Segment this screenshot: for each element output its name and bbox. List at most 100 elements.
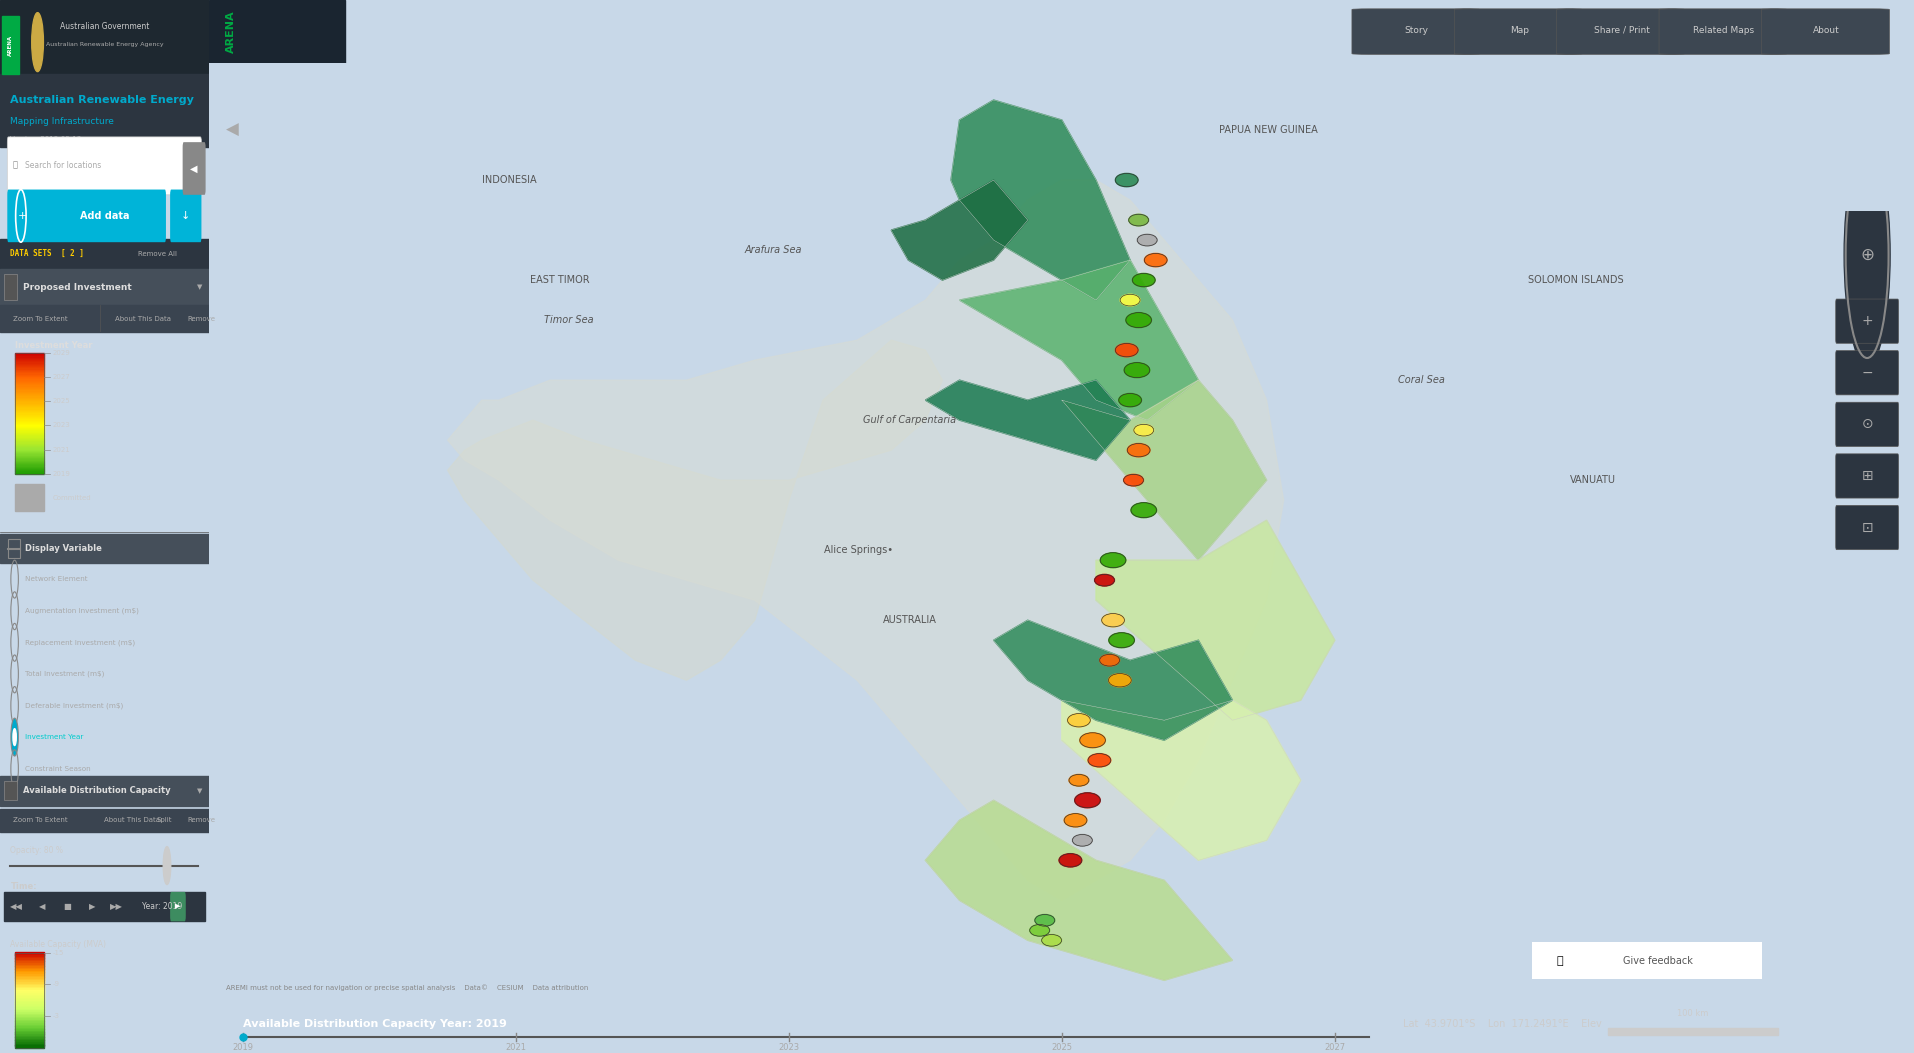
Text: INDONESIA: INDONESIA — [482, 175, 536, 185]
Bar — [15, 464, 44, 465]
Bar — [0, 239, 209, 269]
Circle shape — [1101, 553, 1125, 568]
Bar — [15, 1012, 44, 1015]
Bar — [0, 0, 209, 84]
Bar — [15, 974, 44, 977]
Bar — [15, 988, 44, 991]
Circle shape — [1114, 174, 1137, 186]
FancyBboxPatch shape — [1836, 299, 1897, 343]
Bar — [15, 448, 44, 449]
Text: 2023: 2023 — [777, 1044, 798, 1052]
Circle shape — [1101, 614, 1124, 627]
Bar — [15, 382, 44, 383]
Text: Related Maps: Related Maps — [1692, 26, 1753, 35]
Bar — [15, 396, 44, 398]
Bar — [15, 424, 44, 425]
Bar — [15, 1025, 44, 1028]
Bar — [15, 456, 44, 457]
Circle shape — [1131, 502, 1156, 518]
Text: Australian Renewable Energy Agency: Australian Renewable Energy Agency — [46, 42, 163, 46]
Bar — [15, 446, 44, 448]
Text: 2029: 2029 — [52, 350, 71, 356]
Bar — [15, 372, 44, 374]
Bar — [15, 389, 44, 391]
Bar — [15, 423, 44, 424]
Polygon shape — [951, 100, 1129, 300]
Text: ■: ■ — [63, 902, 71, 911]
Text: Search for locations: Search for locations — [25, 161, 101, 170]
Bar — [1608, 1028, 1778, 1034]
Circle shape — [1118, 394, 1141, 406]
Bar — [15, 468, 44, 469]
FancyBboxPatch shape — [1351, 8, 1480, 55]
Bar — [15, 361, 44, 362]
Circle shape — [1099, 654, 1120, 667]
Text: ◀: ◀ — [38, 902, 44, 911]
Text: Opacity: 80 %: Opacity: 80 % — [10, 847, 63, 855]
Circle shape — [1041, 934, 1060, 947]
Bar — [15, 469, 44, 471]
Bar — [15, 990, 44, 992]
Bar — [15, 369, 44, 370]
Bar — [15, 1044, 44, 1047]
Bar — [15, 385, 44, 386]
Bar — [15, 413, 44, 415]
Bar — [0, 809, 209, 832]
Circle shape — [1114, 343, 1137, 357]
Bar — [15, 1018, 44, 1021]
Text: Year: 2019: Year: 2019 — [142, 902, 182, 911]
Text: 🔍: 🔍 — [11, 161, 17, 170]
Text: Display Variable: Display Variable — [25, 544, 101, 553]
FancyBboxPatch shape — [8, 190, 167, 242]
Text: Investment Year: Investment Year — [25, 734, 84, 740]
Bar — [15, 979, 44, 981]
Bar — [15, 956, 44, 959]
Bar — [15, 412, 44, 413]
Bar — [15, 415, 44, 416]
Text: 2027: 2027 — [52, 374, 71, 380]
Bar — [15, 969, 44, 972]
Bar — [15, 977, 44, 979]
Bar — [15, 952, 44, 954]
FancyBboxPatch shape — [182, 142, 205, 195]
Bar — [15, 400, 44, 401]
Polygon shape — [890, 180, 1028, 280]
Text: Add data: Add data — [80, 211, 128, 221]
Text: AUSTRALIA: AUSTRALIA — [882, 615, 936, 625]
Circle shape — [1074, 793, 1101, 808]
Bar — [15, 461, 44, 463]
Bar — [4, 781, 17, 800]
Circle shape — [33, 13, 44, 72]
Bar — [15, 418, 44, 419]
Bar — [15, 371, 44, 372]
Text: Replacement Investment (m$): Replacement Investment (m$) — [25, 639, 136, 645]
Text: 2021: 2021 — [52, 446, 71, 453]
Bar — [15, 399, 44, 400]
Bar — [15, 1011, 44, 1013]
Bar — [15, 453, 44, 455]
Bar — [15, 967, 44, 969]
Text: About: About — [1813, 26, 1839, 35]
FancyBboxPatch shape — [1520, 940, 1772, 981]
Bar — [15, 360, 44, 361]
Bar — [15, 460, 44, 461]
Bar — [15, 388, 44, 389]
Text: Lat  43.9701°S    Lon  171.2491°E    Elev: Lat 43.9701°S Lon 171.2491°E Elev — [1403, 1019, 1600, 1029]
Bar — [15, 465, 44, 466]
Bar — [15, 419, 44, 420]
Circle shape — [1843, 144, 1889, 365]
Bar — [15, 402, 44, 403]
Bar — [15, 471, 44, 472]
Bar — [15, 1013, 44, 1016]
Bar — [15, 439, 44, 440]
Bar — [15, 450, 44, 451]
Text: 2019: 2019 — [52, 471, 71, 477]
Bar — [0, 776, 209, 806]
Bar — [15, 459, 44, 460]
Bar — [15, 384, 44, 385]
Text: -15: -15 — [52, 950, 63, 956]
Bar — [15, 401, 44, 402]
Bar — [15, 973, 44, 975]
Bar — [15, 398, 44, 399]
Bar — [15, 380, 44, 382]
